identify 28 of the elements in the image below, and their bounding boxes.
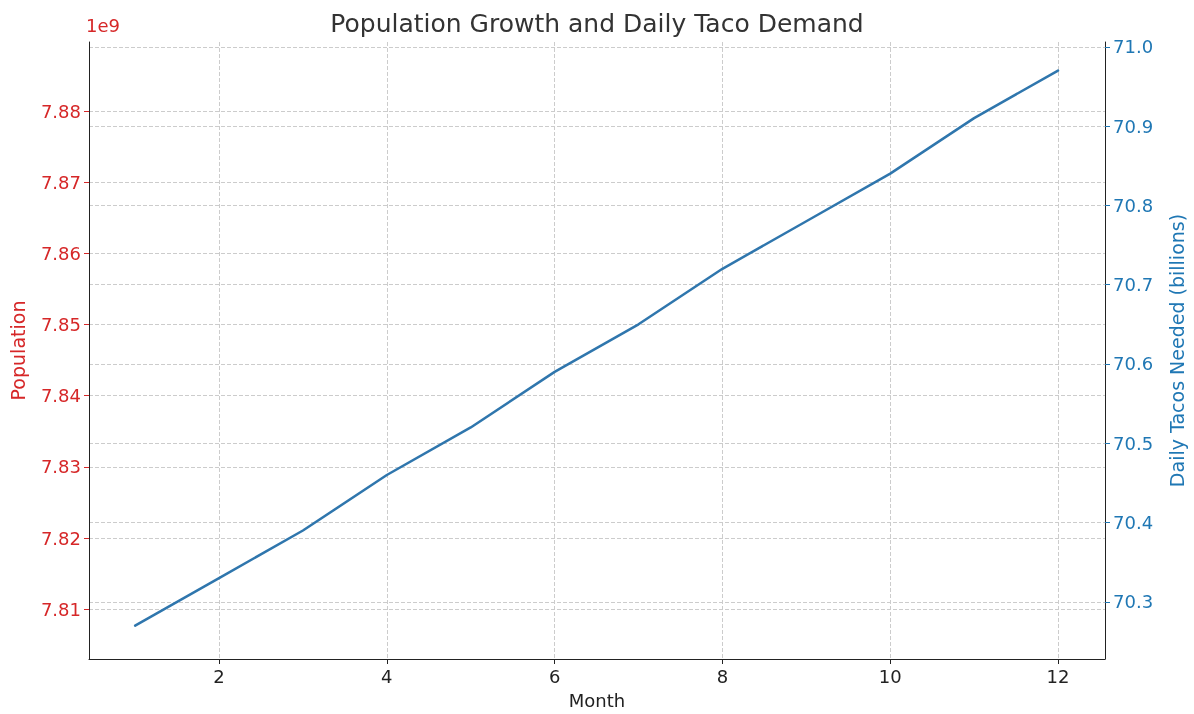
x-tick-label: 12: [1046, 665, 1070, 687]
text: 1e9: [86, 14, 120, 36]
y-tick-label: 7.87: [40, 171, 81, 193]
y2-tick-label: 70.3: [1113, 591, 1154, 613]
x-tick-label: 8: [716, 665, 729, 687]
y-tick-label: 7.81: [40, 598, 81, 620]
y2-tick-label: 70.4: [1113, 512, 1154, 534]
x-tick-label: 2: [213, 665, 225, 687]
x-tick-label: 6: [548, 665, 561, 687]
chart-title: Population Growth and Daily Taco Demand: [330, 9, 864, 38]
y-tick-label: 7.82: [40, 527, 81, 549]
y-tick-label: 7.88: [40, 100, 81, 122]
y2-tick-label: 70.9: [1113, 115, 1154, 137]
y-tick-label: 7.85: [40, 314, 81, 336]
y2-tick-label: 70.7: [1113, 274, 1154, 296]
y2-tick-label: 71.0: [1113, 36, 1154, 58]
y2-tick-label: 70.6: [1113, 353, 1154, 375]
y2-tick-label: 70.5: [1113, 432, 1154, 454]
line-series: [133, 69, 1060, 627]
y2-axis-title: Daily Tacos Needed (billions): [1165, 213, 1188, 488]
x-tick-label: 4: [381, 665, 393, 687]
x-tick-label: 10: [878, 665, 902, 687]
x-axis-title: Month: [568, 689, 626, 711]
y-axis-title: Population: [6, 300, 29, 401]
y2-tick-label: 70.8: [1113, 194, 1154, 216]
y-tick-label: 7.86: [40, 242, 81, 264]
y-tick-label: 7.83: [40, 456, 81, 478]
y-tick-label: 7.84: [40, 385, 81, 407]
